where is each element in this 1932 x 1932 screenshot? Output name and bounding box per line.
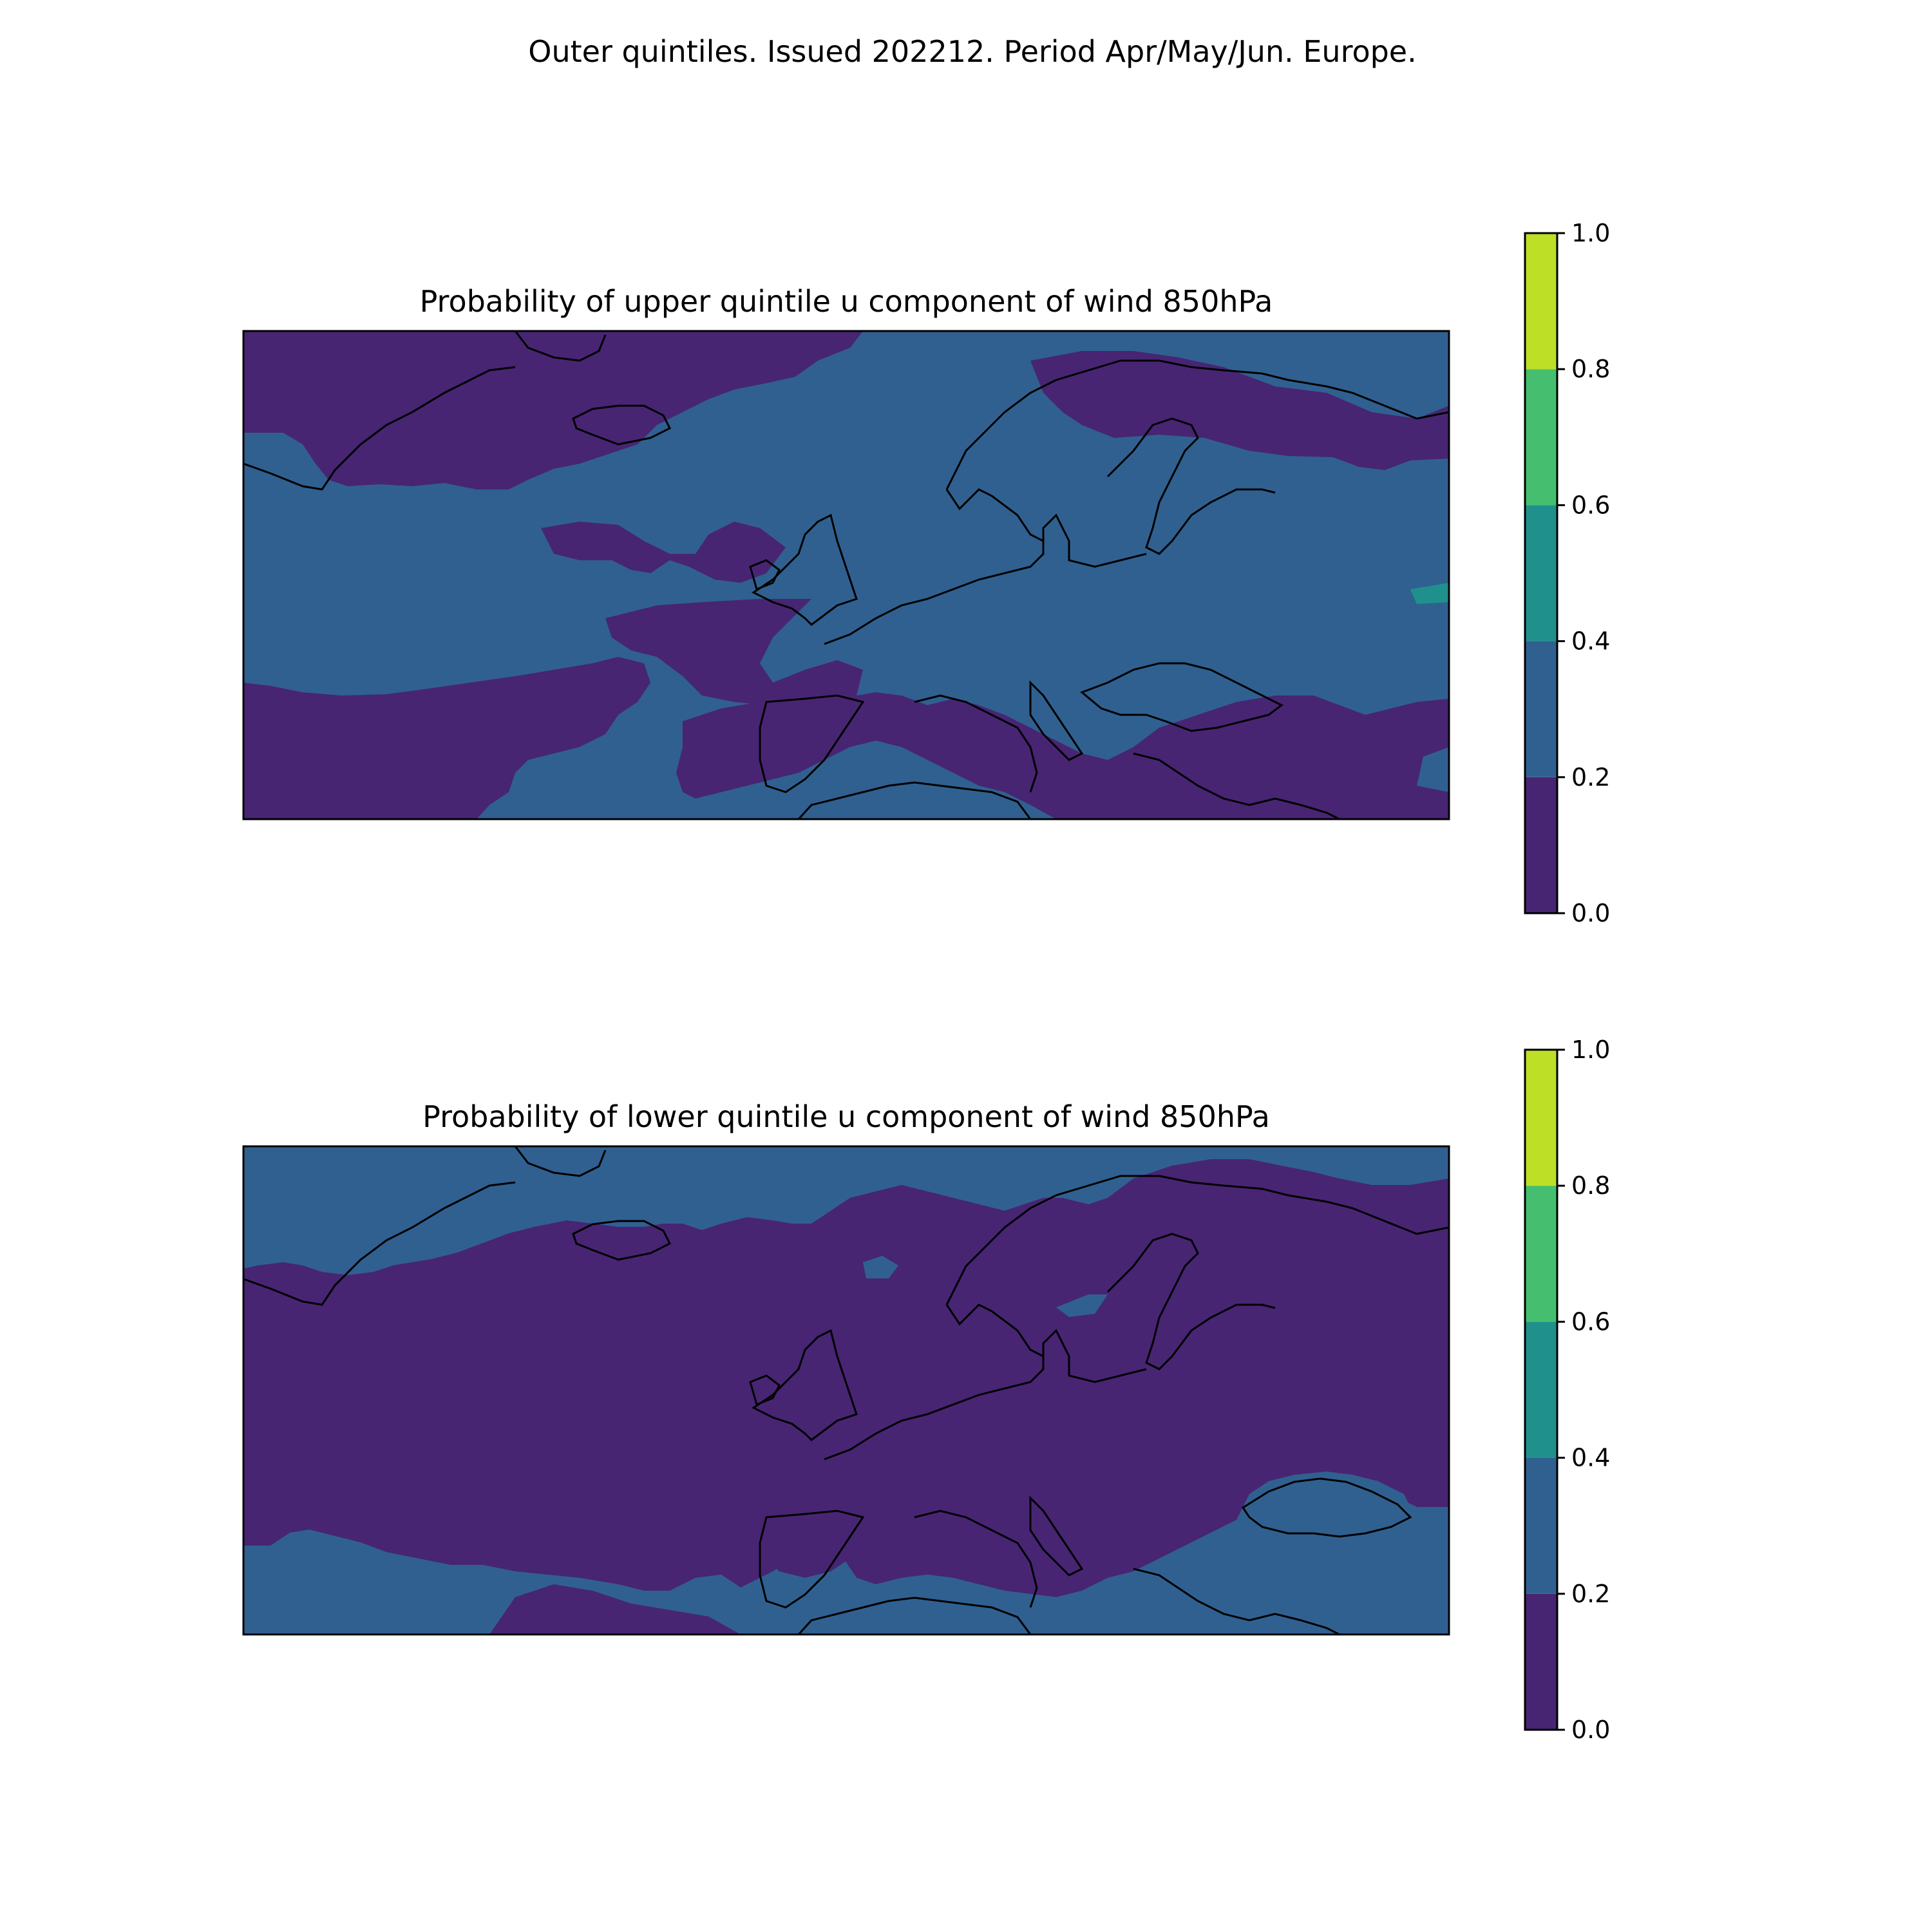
colorbar-lower-segment xyxy=(1525,1186,1557,1322)
colorbar-upper-tick-label: 0.2 xyxy=(1571,763,1610,791)
region-upper-0.0-0.2-biscay xyxy=(605,599,863,708)
colorbar-lower-segment xyxy=(1525,1457,1557,1594)
region-upper-0.4-0.6 xyxy=(1410,583,1449,604)
colorbar-upper-tick-label: 0.0 xyxy=(1571,899,1610,927)
panel-lower-quintile: Probability of lower quintile u componen… xyxy=(242,1099,1450,1636)
colorbar-lower-tick-label: 0.2 xyxy=(1571,1580,1610,1608)
colorbar-lower-frame xyxy=(1524,1048,1558,1731)
panel-title-lower: Probability of lower quintile u componen… xyxy=(422,1099,1270,1134)
colorbar-upper-segment xyxy=(1525,233,1557,370)
region-upper-0.0-0.2-atlantic xyxy=(541,522,786,583)
colorbar-lower-tick-label: 1.0 xyxy=(1571,1036,1610,1064)
map-frame-lower xyxy=(242,1145,1450,1636)
coastlines-upper xyxy=(243,331,1449,819)
figure-title: Outer quintiles. Issued 202212. Period A… xyxy=(528,34,1416,69)
region-lower-0.0-0.2-sahara xyxy=(489,1584,741,1634)
colorbar-lower-tick-label: 0.4 xyxy=(1571,1444,1610,1472)
panel-title-upper: Probability of upper quintile u componen… xyxy=(420,284,1273,319)
colorbar-lower: 0.0 0.2 0.4 0.6 0.8 1.0 xyxy=(1524,1036,1610,1744)
colorbar-upper-tick-label: 0.4 xyxy=(1571,627,1610,656)
region-lower-0.2-0.4-blacksea xyxy=(1236,1472,1417,1539)
region-lower-0.0-0.2-iberia xyxy=(760,1517,869,1578)
colorbar-upper-tick-label: 0.6 xyxy=(1571,491,1610,519)
colorbar-lower-segment xyxy=(1525,1593,1557,1730)
colorbar-upper-segment xyxy=(1525,641,1557,777)
map-upper xyxy=(243,331,1449,819)
colorbar-lower-tick-label: 0.0 xyxy=(1571,1716,1610,1744)
colorbar-upper: 0.0 0.2 0.4 0.6 0.8 1.0 xyxy=(1524,219,1610,927)
region-upper-0.0-0.2-canary xyxy=(509,692,547,715)
map-lower xyxy=(243,1146,1449,1634)
map-frame-upper xyxy=(242,330,1450,820)
colorbar-upper-segment xyxy=(1525,777,1557,913)
colorbar-upper-tick-label: 0.8 xyxy=(1571,355,1610,383)
colorbar-upper-frame xyxy=(1524,232,1558,914)
coastlines-lower xyxy=(243,1146,1449,1634)
region-lower-0.2-0.4-icelandic xyxy=(863,1256,898,1278)
colorbar-upper-segment xyxy=(1525,505,1557,641)
colorbar-upper-segment xyxy=(1525,369,1557,506)
panel-upper-quintile: Probability of upper quintile u componen… xyxy=(242,284,1450,820)
colorbar-lower-tick-label: 0.6 xyxy=(1571,1307,1610,1336)
region-lower-0.2-0.4-north xyxy=(243,1146,1449,1275)
region-lower-0.2-0.4-scandinavia xyxy=(1056,1294,1108,1317)
colorbar-lower-segment xyxy=(1525,1321,1557,1458)
region-upper-0.0-0.2-south xyxy=(243,657,650,819)
colorbar-upper-tick-label: 1.0 xyxy=(1571,219,1610,247)
region-upper-0.0-0.2-north xyxy=(243,331,863,489)
region-upper-0.0-0.2-iberia-balkans xyxy=(676,692,1449,819)
colorbar-lower-tick-label: 0.8 xyxy=(1571,1171,1610,1200)
colorbar-lower-segment xyxy=(1525,1050,1557,1186)
region-upper-0.0-0.2-nordic xyxy=(1030,351,1449,470)
